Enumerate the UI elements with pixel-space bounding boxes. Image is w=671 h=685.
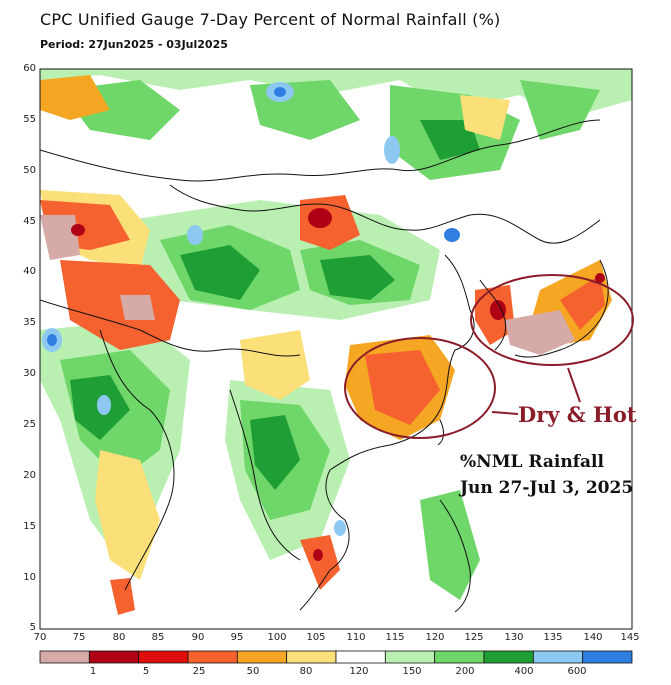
colorbar-swatch xyxy=(335,650,386,664)
colorbar-label-50: 50 xyxy=(246,666,260,677)
lat-tick-25: 25 xyxy=(23,419,36,430)
pointer-line-2 xyxy=(491,411,519,415)
lat-tick-10: 10 xyxy=(23,572,36,583)
lat-tick-5: 5 xyxy=(29,622,36,633)
lat-tick-60: 60 xyxy=(23,63,36,74)
colorbar-swatch xyxy=(286,650,337,664)
lon-tick-100: 100 xyxy=(267,632,287,643)
colorbar-swatch xyxy=(138,650,189,664)
lat-tick-50: 50 xyxy=(23,165,36,176)
colorbar-swatch xyxy=(582,650,633,664)
lon-tick-95: 95 xyxy=(230,632,244,643)
country-borders xyxy=(40,119,609,613)
lon-tick-80: 80 xyxy=(112,632,126,643)
colorbar-swatch xyxy=(88,650,140,664)
note-rainfall: %NML Rainfall xyxy=(460,452,604,472)
dry-hot-annotation: Dry & Hot xyxy=(518,402,637,427)
lat-tick-55: 55 xyxy=(23,114,36,125)
lat-tick-35: 35 xyxy=(23,317,36,328)
lon-tick-70: 70 xyxy=(33,632,47,643)
colorbar-swatch xyxy=(384,650,436,664)
japan-korea-circle xyxy=(470,274,634,366)
lon-tick-110: 110 xyxy=(346,632,366,643)
lat-tick-15: 15 xyxy=(23,521,36,532)
colorbar-swatch xyxy=(187,650,238,664)
colorbar xyxy=(39,650,633,664)
east-china-circle xyxy=(344,337,496,439)
colorbar-swatch xyxy=(532,650,584,664)
note-dates: Jun 27-Jul 3, 2025 xyxy=(460,478,634,498)
lat-tick-45: 45 xyxy=(23,216,36,227)
colorbar-swatch xyxy=(236,650,288,664)
colorbar-swatch xyxy=(483,650,534,664)
lat-tick-20: 20 xyxy=(23,470,36,481)
lat-tick-40: 40 xyxy=(23,266,36,277)
lon-tick-90: 90 xyxy=(191,632,205,643)
colorbar-swatch xyxy=(39,650,90,664)
map-frame xyxy=(39,68,633,630)
lon-tick-85: 85 xyxy=(151,632,165,643)
colorbar-label-120: 120 xyxy=(349,666,369,677)
colorbar-label-400: 400 xyxy=(514,666,534,677)
map-title: CPC Unified Gauge 7-Day Percent of Norma… xyxy=(40,10,501,29)
colorbar-label-200: 200 xyxy=(455,666,475,677)
colorbar-label-5: 5 xyxy=(142,666,150,677)
colorbar-label-150: 150 xyxy=(402,666,422,677)
lon-tick-140: 140 xyxy=(583,632,603,643)
lat-tick-30: 30 xyxy=(23,368,36,379)
precip-field xyxy=(40,69,632,629)
colorbar-swatch xyxy=(434,650,485,664)
colorbar-label-25: 25 xyxy=(192,666,206,677)
lon-tick-75: 75 xyxy=(72,632,86,643)
pointer-line-1 xyxy=(567,367,581,403)
period-label: Period: 27Jun2025 - 03Jul2025 xyxy=(40,38,228,51)
colorbar-label-80: 80 xyxy=(299,666,313,677)
colorbar-label-1: 1 xyxy=(89,666,97,677)
lon-tick-130: 130 xyxy=(504,632,524,643)
lon-tick-115: 115 xyxy=(385,632,405,643)
lon-tick-135: 135 xyxy=(543,632,563,643)
lon-tick-120: 120 xyxy=(425,632,445,643)
lon-tick-145: 145 xyxy=(620,632,640,643)
lon-tick-105: 105 xyxy=(306,632,326,643)
colorbar-label-600: 600 xyxy=(567,666,587,677)
lon-tick-125: 125 xyxy=(464,632,484,643)
